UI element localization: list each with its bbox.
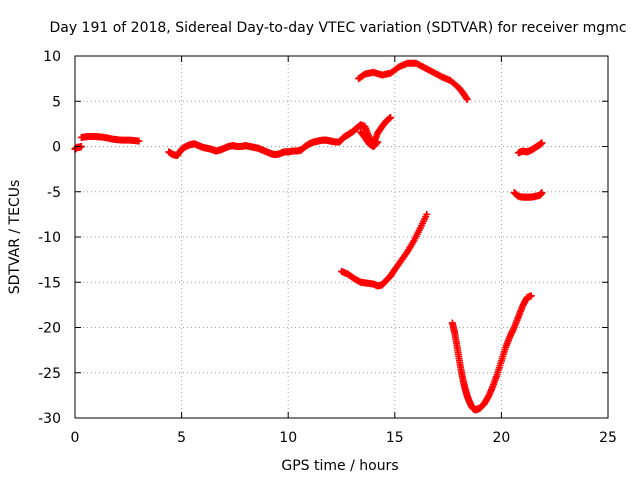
axis-ticks: 0 5 10 15 20 25 -30 -25 -20 -15 -10 -5 0 5 10 xyxy=(38,49,617,446)
x-tick-label: 15 xyxy=(386,430,404,446)
series-segment xyxy=(448,292,535,414)
data-point xyxy=(387,114,395,122)
series-segment xyxy=(71,143,85,153)
data-point xyxy=(538,139,546,147)
data-point xyxy=(538,189,546,197)
data-point xyxy=(527,292,535,300)
y-tick-label: -15 xyxy=(38,275,61,291)
x-axis-label: GPS time / hours xyxy=(281,458,398,474)
series-segment xyxy=(514,139,546,157)
y-tick-label: -5 xyxy=(47,185,61,201)
data-point xyxy=(135,137,143,145)
y-tick-label: 0 xyxy=(52,140,61,156)
series-segment xyxy=(338,210,431,290)
series-segment xyxy=(355,59,471,103)
x-tick-label: 5 xyxy=(177,430,186,446)
data-point xyxy=(374,138,382,146)
x-tick-label: 0 xyxy=(71,430,80,446)
data-point xyxy=(463,95,471,103)
series-segment xyxy=(357,128,382,150)
y-tick-label: -20 xyxy=(38,321,61,337)
chart-title: Day 191 of 2018, Sidereal Day-to-day VTE… xyxy=(49,20,626,36)
grid xyxy=(75,56,608,418)
x-tick-label: 25 xyxy=(599,430,617,446)
data-series xyxy=(71,59,546,414)
series-segment xyxy=(510,189,546,201)
y-tick-label: 10 xyxy=(43,49,61,65)
series-segment xyxy=(77,133,143,145)
x-tick-label: 20 xyxy=(492,430,510,446)
data-point xyxy=(423,210,431,218)
y-tick-label: -30 xyxy=(38,411,61,427)
series-segment xyxy=(165,114,395,160)
y-tick-label: -25 xyxy=(38,366,61,382)
y-axis-label: SDTVAR / TECUs xyxy=(7,180,23,295)
x-tick-label: 10 xyxy=(279,430,297,446)
plot-frame xyxy=(74,55,609,419)
y-tick-label: -10 xyxy=(38,230,61,246)
y-tick-label: 5 xyxy=(52,94,61,110)
